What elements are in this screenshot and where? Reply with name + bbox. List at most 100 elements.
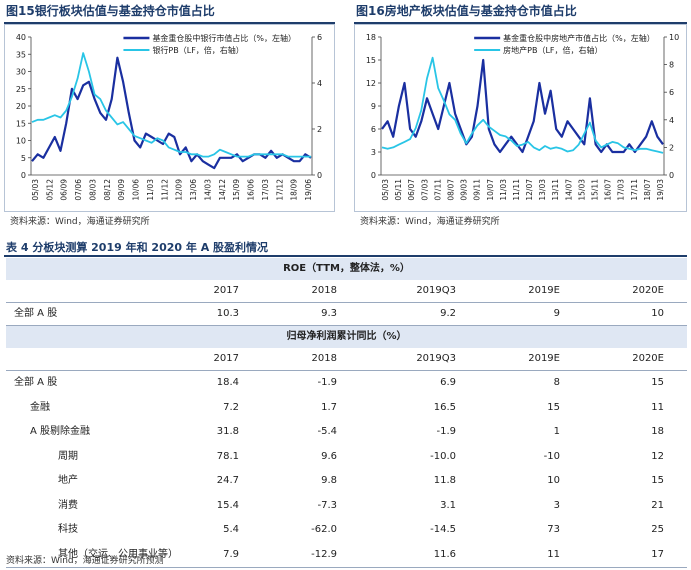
roe-header-row: ROE（TTM，整体法，%） (6, 258, 687, 280)
growth-cell: 15.4 (216, 499, 239, 511)
fig16-left-tick-label: 3 (371, 148, 376, 157)
roe-cell: 9 (553, 308, 560, 319)
column-header: 2018 (311, 353, 337, 364)
row-label: 科技 (58, 524, 78, 535)
roe-column-header-row: 2017 2018 2019Q3 2019E 2020E (6, 280, 687, 303)
fig15-right-tick-label: 0 (317, 171, 322, 180)
growth-cell: 11.6 (433, 548, 456, 560)
fig15-left-tick-label: 15 (16, 119, 26, 128)
row-label: 周期 (58, 450, 78, 462)
table-row: 其他（交运、公用事业等） 7.9 -12.9 11.6 11 17 (6, 543, 687, 568)
fig15-x-tick-label: 10/06 (132, 179, 141, 201)
fig16-legend-label-2: 房地产PB（LF，倍，右轴） (503, 45, 602, 55)
fig15-x-tick-label: 05/03 (31, 179, 40, 201)
table-source: 资料来源：Wind，海通证券研究所预测 (6, 556, 164, 566)
figure-16: 图16房地产板块估值与基金持仓市值占比 0 3 6 9 12 15 18 0 2 4 6 8 10 05/… (354, 0, 687, 232)
column-header: 2019Q3 (416, 353, 456, 364)
fig15-left-tick-label: 25 (16, 85, 26, 94)
column-header: 2017 (213, 353, 239, 364)
growth-cell: 3 (553, 499, 560, 511)
table-row: A 股剔除金融 31.8 -5.4 -1.9 1 18 (6, 420, 687, 445)
fig16-x-tick-label: 06/07 (407, 179, 416, 201)
fig16-x-tick-label: 08/07 (446, 179, 455, 201)
growth-cell: 31.8 (216, 426, 239, 437)
fig15-x-tick-label: 18/09 (290, 179, 299, 201)
row-label: 地产 (58, 475, 78, 486)
fig16-left-tick-label: 12 (366, 79, 376, 88)
fig15-x-tick-label: 13/06 (189, 179, 198, 201)
fig15-x-tick-label: 19/06 (304, 179, 313, 201)
growth-cell: 21 (651, 499, 664, 511)
growth-cell: 7.9 (223, 548, 239, 560)
column-header: 2019E (528, 285, 560, 296)
fig16-x-tick-label: 15/11 (591, 179, 600, 201)
fig15-left-tick-label: 5 (21, 154, 26, 163)
fig15-left-tick-label: 0 (21, 171, 26, 180)
fig16-x-tick-label: 17/11 (630, 179, 639, 201)
fig16-series-1-line (381, 58, 664, 154)
row-label: 其他（交运、公用事业等） (58, 548, 178, 560)
figure-15-frame: 0 5 10 15 20 25 30 35 40 0 2 4 6 05/03 05/12 06/09 07/06… (4, 24, 335, 212)
fig15-x-tick-label: 16/06 (247, 179, 256, 201)
row-label: 消费 (58, 499, 78, 511)
fig16-right-tick-label: 0 (669, 171, 674, 180)
table-title-rule (4, 255, 687, 257)
fig16-right-tick-label: 2 (669, 143, 674, 152)
fig16-right-tick-label: 10 (669, 33, 679, 42)
column-header: 2020E (632, 353, 664, 364)
fig15-right-tick-label: 6 (317, 33, 322, 42)
growth-cell: 10 (547, 475, 560, 486)
growth-cell: 9.6 (321, 450, 337, 462)
fig16-x-tick-label: 07/11 (433, 179, 442, 201)
fig15-right-tick-label: 4 (317, 79, 322, 88)
growth-cell: 78.1 (216, 450, 239, 462)
growth-cell: -12.9 (311, 548, 337, 560)
growth-cell: -10 (543, 450, 560, 462)
fig16-right-tick-label: 6 (669, 88, 674, 97)
table-row: 消费 15.4 -7.3 3.1 3 21 (6, 494, 687, 519)
row-label: 全部 A 股 (14, 377, 58, 388)
fig16-x-tick-label: 09/11 (473, 179, 482, 201)
fig15-x-tick-label: 09/09 (117, 179, 126, 201)
fig16-x-tick-label: 17/03 (617, 179, 626, 201)
fig15-x-tick-label: 06/09 (60, 179, 69, 201)
table-row: 科技 5.4 -62.0 -14.5 73 25 (6, 518, 687, 543)
figure-16-frame: 0 3 6 9 12 15 18 0 2 4 6 8 10 05/03 05/11 06/07 07/03 07/… (354, 24, 687, 212)
growth-cell: 11 (651, 401, 664, 413)
roe-cell: 10.3 (216, 308, 239, 319)
fig15-x-tick-label: 08/12 (103, 179, 112, 201)
fig16-x-tick-label: 07/03 (420, 179, 429, 201)
growth-cell: 1 (553, 426, 560, 437)
growth-cell: 17 (651, 548, 664, 560)
growth-cell: -5.4 (317, 426, 337, 437)
fig16-left-tick-label: 18 (366, 33, 376, 42)
fig16-left-tick-label: 15 (366, 56, 376, 65)
growth-cell: -7.3 (317, 499, 337, 511)
growth-cell: 25 (651, 524, 664, 535)
fig16-left-tick-label: 0 (371, 171, 376, 180)
row-label: 金融 (30, 401, 50, 413)
growth-cell: 11.8 (433, 475, 456, 486)
figure-15-title: 图15银行板块估值与基金持仓市值占比 (4, 0, 335, 24)
figure-15-chart: 0 5 10 15 20 25 30 35 40 0 2 4 6 05/03 05/12 06/09 07/06… (16, 33, 322, 201)
fig15-x-tick-label: 07/06 (74, 179, 83, 201)
growth-cell: -1.9 (317, 377, 337, 388)
fig15-x-tick-label: 14/12 (218, 179, 227, 201)
growth-cell: 15 (651, 377, 664, 388)
growth-cell: 18 (651, 426, 664, 437)
roe-row: 全部 A 股 10.3 9.3 9.2 9 10 (6, 303, 687, 326)
fig15-series-1-line (31, 56, 312, 170)
growth-cell: 16.5 (433, 401, 456, 413)
growth-cell: 11 (547, 548, 560, 560)
fig15-left-tick-label: 20 (16, 102, 26, 111)
growth-cell: 15 (547, 401, 560, 413)
fig16-x-tick-label: 09/03 (460, 179, 469, 201)
fig16-x-tick-label: 15/03 (577, 179, 586, 201)
fig16-right-tick-label: 8 (669, 61, 674, 70)
fig15-legend-label-1: 基金重仓股中银行市值占比（%，左轴） (152, 33, 296, 43)
column-header: 2017 (213, 285, 239, 296)
fig15-left-tick-label: 35 (16, 50, 26, 59)
growth-cell: 7.2 (223, 401, 239, 413)
table-row: 地产 24.7 9.8 11.8 10 15 (6, 469, 687, 494)
fig16-legend-label-1: 基金重仓股中房地产市值占比（%，左轴） (503, 33, 655, 43)
